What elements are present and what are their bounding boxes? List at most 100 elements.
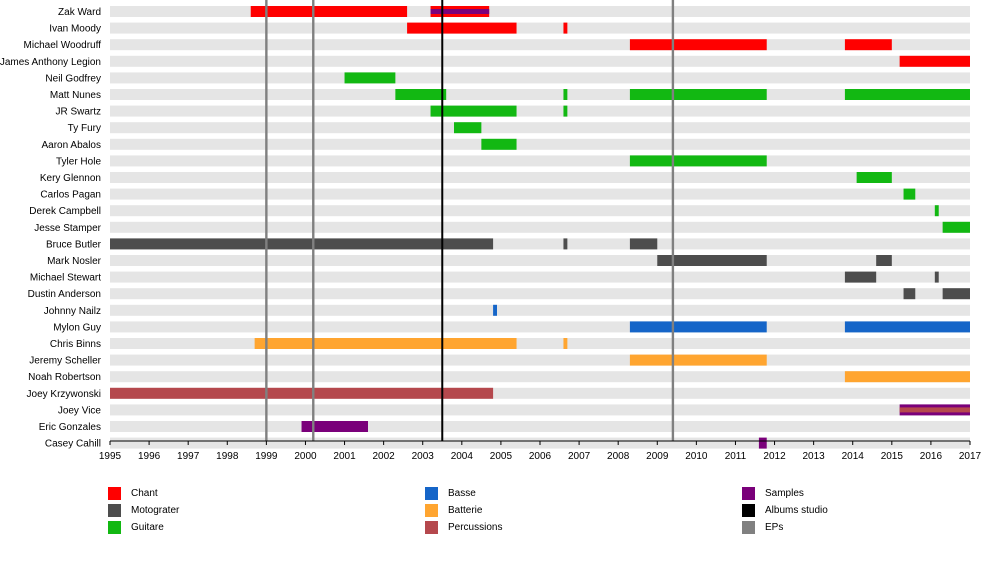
member-bar (250, 6, 408, 17)
member-bar-overlay (430, 9, 490, 14)
member-name: Derek Campbell (29, 206, 101, 217)
member-bar (657, 255, 767, 266)
row-background (110, 221, 970, 233)
member-bar-overlay (899, 407, 970, 413)
member-bar (254, 338, 517, 349)
member-bar (844, 321, 970, 333)
member-name: Ivan Moody (49, 24, 101, 35)
member-bar (629, 354, 767, 366)
event-lines (265, 0, 675, 441)
member-name: Joey Krzywonski (27, 389, 101, 400)
row-background (110, 22, 970, 34)
member-bar (629, 238, 658, 250)
x-tick-label: 2008 (607, 451, 630, 462)
member-name: Neil Godfrey (45, 73, 101, 84)
x-tick-label: 2003 (412, 451, 435, 462)
member-bar (301, 421, 368, 432)
x-tick-label: 1996 (138, 451, 161, 462)
row-background (110, 122, 970, 134)
member-bar (903, 288, 916, 300)
x-tick-label: 2006 (529, 451, 552, 462)
row-background (110, 89, 970, 100)
member-bar (844, 271, 877, 283)
member-names: Zak Ward Ivan Moody Michael Woodruff James … (0, 7, 102, 450)
member-bar (563, 105, 568, 117)
row-background (110, 421, 970, 432)
x-tick-label: 2000 (294, 451, 317, 462)
member-name: Mylon Guy (53, 322, 101, 333)
x-tick-label: 1998 (216, 451, 239, 462)
member-name: Jeremy Scheller (29, 356, 101, 367)
member-bar (856, 172, 892, 183)
member-name: Ty Fury (68, 123, 101, 134)
x-tick-label: 2010 (685, 451, 708, 462)
member-bar (629, 89, 767, 100)
member-bar (395, 89, 447, 100)
x-tick-label: 2007 (568, 451, 591, 462)
row-background (110, 371, 970, 383)
x-tick-label: 1995 (99, 451, 122, 462)
member-bar (844, 39, 892, 51)
x-tick-label: 2001 (333, 451, 356, 462)
member-name: Matt Nunes (50, 90, 101, 101)
member-name: Chris Binns (50, 339, 101, 350)
row-background (110, 172, 970, 183)
member-name: Casey Cahill (45, 439, 101, 450)
member-name: Michael Stewart (30, 273, 101, 284)
row-background (110, 288, 970, 300)
member-name: Eric Gonzales (39, 422, 101, 433)
member-bar (430, 105, 517, 117)
member-bar (563, 338, 568, 349)
member-bar (844, 371, 970, 383)
member-bar (934, 205, 939, 217)
x-tick-label: 2016 (920, 451, 943, 462)
x-tick-label: 2015 (881, 451, 904, 462)
member-bar (758, 437, 767, 449)
member-name: Noah Robertson (28, 372, 101, 383)
member-bar (344, 72, 396, 84)
row-background (110, 138, 970, 150)
x-tick-label: 2002 (373, 451, 396, 462)
x-tick-label: 2013 (803, 451, 826, 462)
row-background (110, 6, 970, 17)
x-tick-label: 2011 (725, 451, 747, 462)
member-name: Carlos Pagan (40, 190, 101, 201)
row-background (110, 338, 970, 349)
member-bar (110, 238, 494, 250)
member-bar (563, 89, 568, 100)
row-background (110, 238, 970, 250)
member-name: Mark Nosler (47, 256, 102, 267)
member-bar (899, 55, 970, 67)
member-name: Bruce Butler (46, 239, 102, 250)
member-bar (934, 271, 939, 283)
row-background (110, 255, 970, 266)
member-name: Kery Glennon (40, 173, 101, 184)
member-name: Joey Vice (58, 405, 102, 416)
row-background (110, 188, 970, 200)
member-name: James Anthony Legion (0, 57, 101, 68)
member-bar (110, 387, 494, 399)
member-bar (481, 138, 517, 150)
x-tick-label: 2009 (646, 451, 669, 462)
member-name: Dustin Anderson (28, 289, 101, 300)
member-bar (629, 155, 767, 167)
member-bar (903, 188, 916, 200)
member-bars (110, 6, 970, 449)
member-bar (407, 22, 517, 34)
member-name: Johnny Nailz (44, 306, 101, 317)
x-tick-label: 2005 (490, 451, 513, 462)
x-tick-label: 1999 (255, 451, 278, 462)
row-backgrounds (110, 6, 970, 449)
row-background (110, 155, 970, 167)
member-name: Michael Woodruff (24, 40, 102, 51)
member-bar (629, 321, 767, 333)
member-bar (563, 238, 568, 250)
row-background (110, 321, 970, 333)
row-background (110, 205, 970, 217)
row-background (110, 387, 970, 399)
member-bar (563, 22, 568, 34)
x-tick-label: 2004 (451, 451, 474, 462)
member-bar (454, 122, 482, 134)
member-name: Tyler Hole (56, 156, 101, 167)
